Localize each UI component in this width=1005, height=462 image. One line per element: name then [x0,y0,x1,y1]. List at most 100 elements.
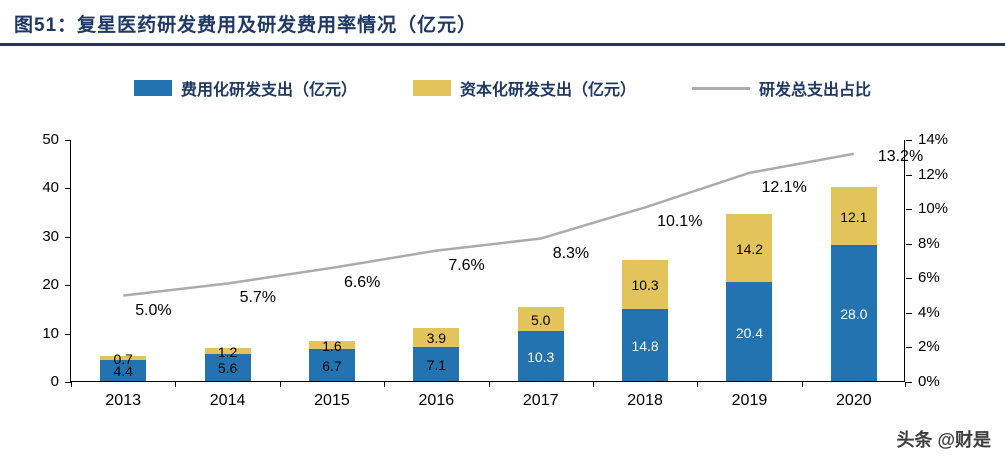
bar-value-label-expensed: 20.4 [735,324,764,341]
chart-plot-area: 0 10 20 30 40 50 0% 2% 4% 6% 8% 10% 12% 14% 4.4 0.7 2013… [42,131,948,409]
x-axis-tick [592,382,594,387]
right-axis-tick [906,278,912,280]
watermark: 头条 @财是 [896,430,991,450]
right-axis-tick [906,243,912,245]
bar-segment-capitalized [100,356,147,360]
bar-segment-expensed [100,359,147,381]
left-axis-tick [65,188,71,190]
bar-value-label-expensed: 7.1 [426,356,447,373]
bar-segment-expensed [726,282,773,381]
bar-value-label-capitalized: 3.9 [426,330,447,347]
legend-item: 研发总支出占比 [692,76,871,100]
chart-title: 图51：复星医药研发费用及研发费用率情况（亿元） [14,15,478,36]
bar-value-label-capitalized: 1.6 [322,337,342,354]
bar-segment-capitalized [413,327,460,347]
right-axis-tick-label: 10% [918,200,949,218]
left-axis-tick-label: 30 [42,227,59,245]
x-axis-label: 2018 [627,392,663,409]
right-axis-tick [906,140,912,141]
x-axis-tick [801,382,803,387]
figure-header: 图51：复星医药研发费用及研发费用率情况（亿元） [0,0,1005,46]
bar-segment-capitalized [622,259,669,310]
bar-segment-expensed [622,309,669,381]
x-axis-label: 2020 [836,392,872,409]
bar-value-label-capitalized: 14.2 [735,240,764,257]
left-axis-tick [65,140,71,141]
right-axis-tick-label: 14% [918,131,949,148]
bar-value-label-expensed: 28.0 [840,306,868,323]
ratio-line [123,152,855,297]
ratio-value-label: 12.1% [761,178,807,196]
legend-item: 资本化研发支出（亿元） [412,76,636,100]
x-axis-tick [488,382,490,387]
bar-segment-capitalized [830,186,877,246]
legend: 费用化研发支出（亿元） 资本化研发支出（亿元） 研发总支出占比 [0,76,1005,100]
right-axis-tick-label: 12% [918,165,949,183]
left-axis-tick-label: 20 [42,276,59,294]
legend-label: 研发总支出占比 [759,82,872,99]
bar-segment-expensed [413,346,460,381]
right-axis-tick [906,347,912,349]
x-axis-tick [71,382,72,387]
legend-item: 费用化研发支出（亿元） [133,76,357,100]
legend-label: 费用化研发支出（亿元） [180,82,357,99]
x-axis-label: 2016 [418,392,455,409]
left-axis-tick-label: 40 [42,179,59,197]
x-axis-tick [905,382,906,387]
bar-value-label-capitalized: 12.1 [840,209,868,226]
right-axis-tick-label: 8% [918,234,940,252]
left-axis-tick [65,333,71,335]
ratio-value-label: 5.7% [239,289,277,307]
bar-segment-capitalized [308,340,355,349]
x-axis-tick [279,382,281,387]
left-axis-tick [65,382,71,383]
ratio-value-label: 5.0% [135,301,172,319]
right-axis-tick [906,174,912,176]
bar-value-label-expensed: 5.6 [217,360,238,377]
x-axis-label: 2019 [731,392,768,409]
x-axis-tick [175,382,177,387]
bar-value-label-expensed: 10.3 [527,349,555,366]
bar-segment-expensed [308,348,355,381]
x-axis-tick [697,382,699,387]
bar-segment-expensed [517,331,564,381]
right-axis-tick [906,382,912,383]
right-axis-tick-label: 2% [918,338,940,356]
bar-segment-expensed [830,245,877,381]
bar-segment-capitalized [204,348,251,354]
legend-bar-swatch [133,80,172,96]
ratio-value-label: 7.6% [448,256,485,274]
bar-value-label-capitalized: 1.2 [217,343,238,360]
bar-value-label-expensed: 6.7 [322,357,342,374]
right-axis-tick-label: 0% [918,373,940,390]
bar-value-label-expensed: 14.8 [631,338,659,355]
left-axis-tick-label: 0 [50,373,59,390]
legend-bar-swatch [412,80,451,96]
x-axis-label: 2015 [314,392,350,409]
bar-value-label-expensed: 4.4 [113,363,133,380]
ratio-value-label: 10.1% [657,213,703,231]
ratio-value-label: 6.6% [343,273,381,291]
bar-value-label-capitalized: 5.0 [530,312,551,329]
title-underline [0,43,1005,46]
bar-segment-expensed [204,353,251,381]
legend-line-swatch [692,86,750,90]
right-axis-tick-label: 6% [918,269,940,287]
ratio-value-label: 8.3% [552,244,590,262]
x-axis-label: 2013 [105,392,141,409]
bar-segment-capitalized [726,213,773,283]
left-axis-tick-label: 50 [42,131,59,148]
bar-value-label-capitalized: 10.3 [631,277,659,294]
ratio-value-label: 13.2% [877,147,924,165]
bar-value-label-capitalized: 0.7 [113,351,133,367]
right-axis-tick-label: 4% [918,303,940,321]
legend-label: 资本化研发支出（亿元） [459,82,636,99]
x-axis-tick [384,382,386,387]
bar-segment-capitalized [517,306,564,332]
right-axis-tick [906,312,912,314]
right-axis-tick [906,209,912,211]
left-axis-tick [65,285,71,287]
left-axis-tick [65,236,71,238]
x-axis-label: 2017 [522,392,559,409]
